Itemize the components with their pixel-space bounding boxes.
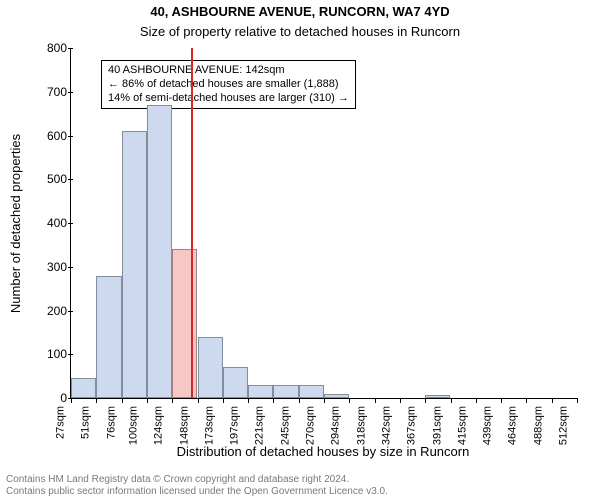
x-tick-mark	[122, 398, 123, 403]
x-tick-mark	[476, 398, 477, 403]
x-tick-mark	[375, 398, 376, 403]
x-tick-mark	[71, 398, 72, 403]
y-tick: 100	[31, 347, 67, 361]
x-tick-label: 488sqm	[532, 406, 544, 445]
y-tick: 0	[31, 391, 67, 405]
histogram-bar	[172, 249, 197, 398]
y-tick: 300	[31, 260, 67, 274]
x-tick-label: 173sqm	[203, 406, 215, 445]
x-tick-label: 415sqm	[456, 406, 468, 445]
chart-container: 40, ASHBOURNE AVENUE, RUNCORN, WA7 4YD S…	[0, 0, 600, 500]
footer: Contains HM Land Registry data © Crown c…	[6, 474, 388, 498]
x-tick-label: 512sqm	[557, 406, 569, 445]
x-tick-label: 294sqm	[330, 406, 342, 445]
x-tick-label: 367sqm	[406, 406, 418, 445]
y-tick: 400	[31, 216, 67, 230]
x-tick-mark	[299, 398, 300, 403]
plot-area: 40 ASHBOURNE AVENUE: 142sqm ← 86% of det…	[70, 48, 577, 399]
y-tick: 600	[31, 129, 67, 143]
x-tick-mark	[198, 398, 199, 403]
x-tick-label: 270sqm	[304, 406, 316, 445]
histogram-bar	[273, 385, 298, 398]
x-tick-mark	[172, 398, 173, 403]
histogram-bar	[96, 276, 121, 399]
histogram-bar	[223, 367, 248, 398]
y-tick: 700	[31, 85, 67, 99]
footer-line1: Contains HM Land Registry data © Crown c…	[6, 474, 388, 486]
x-tick-label: 100sqm	[127, 406, 139, 445]
y-tick: 200	[31, 304, 67, 318]
histogram-bar	[299, 385, 324, 398]
histogram-bar	[324, 394, 349, 398]
chart-title-line1: 40, ASHBOURNE AVENUE, RUNCORN, WA7 4YD	[0, 4, 600, 19]
histogram-bar	[425, 395, 450, 398]
x-tick-mark	[273, 398, 274, 403]
y-tick: 800	[31, 41, 67, 55]
x-tick-mark	[324, 398, 325, 403]
x-tick-label: 464sqm	[507, 406, 519, 445]
x-tick-mark	[501, 398, 502, 403]
callout-box: 40 ASHBOURNE AVENUE: 142sqm ← 86% of det…	[101, 60, 356, 109]
x-tick-mark	[400, 398, 401, 403]
x-tick-mark	[451, 398, 452, 403]
callout-line3: 14% of semi-detached houses are larger (…	[108, 92, 349, 106]
x-tick-mark	[349, 398, 350, 403]
y-axis-label: Number of detached properties	[8, 48, 24, 398]
x-tick-label: 391sqm	[431, 406, 443, 445]
chart-title-line2: Size of property relative to detached ho…	[0, 24, 600, 39]
callout-line2: ← 86% of detached houses are smaller (1,…	[108, 78, 349, 92]
x-tick-mark	[552, 398, 553, 403]
x-tick-label: 27sqm	[54, 406, 66, 439]
x-tick-label: 318sqm	[355, 406, 367, 445]
histogram-bar	[71, 378, 96, 398]
x-tick-label: 51sqm	[80, 406, 92, 439]
footer-line2: Contains public sector information licen…	[6, 486, 388, 498]
x-tick-mark	[147, 398, 148, 403]
x-tick-label: 124sqm	[153, 406, 165, 445]
histogram-bar	[248, 385, 273, 398]
x-tick-mark	[248, 398, 249, 403]
x-tick-mark	[96, 398, 97, 403]
y-tick: 500	[31, 172, 67, 186]
x-tick-label: 439sqm	[482, 406, 494, 445]
x-tick-label: 76sqm	[105, 406, 117, 439]
x-tick-label: 245sqm	[279, 406, 291, 445]
histogram-bar	[122, 131, 147, 398]
x-axis-label: Distribution of detached houses by size …	[70, 444, 576, 459]
y-axis-label-text: Number of detached properties	[9, 133, 24, 312]
x-tick-mark	[526, 398, 527, 403]
x-tick-label: 197sqm	[229, 406, 241, 445]
histogram-bar	[147, 105, 172, 398]
x-tick-mark	[223, 398, 224, 403]
callout-line1: 40 ASHBOURNE AVENUE: 142sqm	[108, 64, 349, 78]
x-tick-label: 342sqm	[380, 406, 392, 445]
x-tick-mark	[577, 398, 578, 403]
x-tick-label: 221sqm	[254, 406, 266, 445]
histogram-bar	[198, 337, 223, 398]
x-tick-mark	[425, 398, 426, 403]
x-tick-label: 148sqm	[178, 406, 190, 445]
marker-line	[191, 48, 193, 398]
